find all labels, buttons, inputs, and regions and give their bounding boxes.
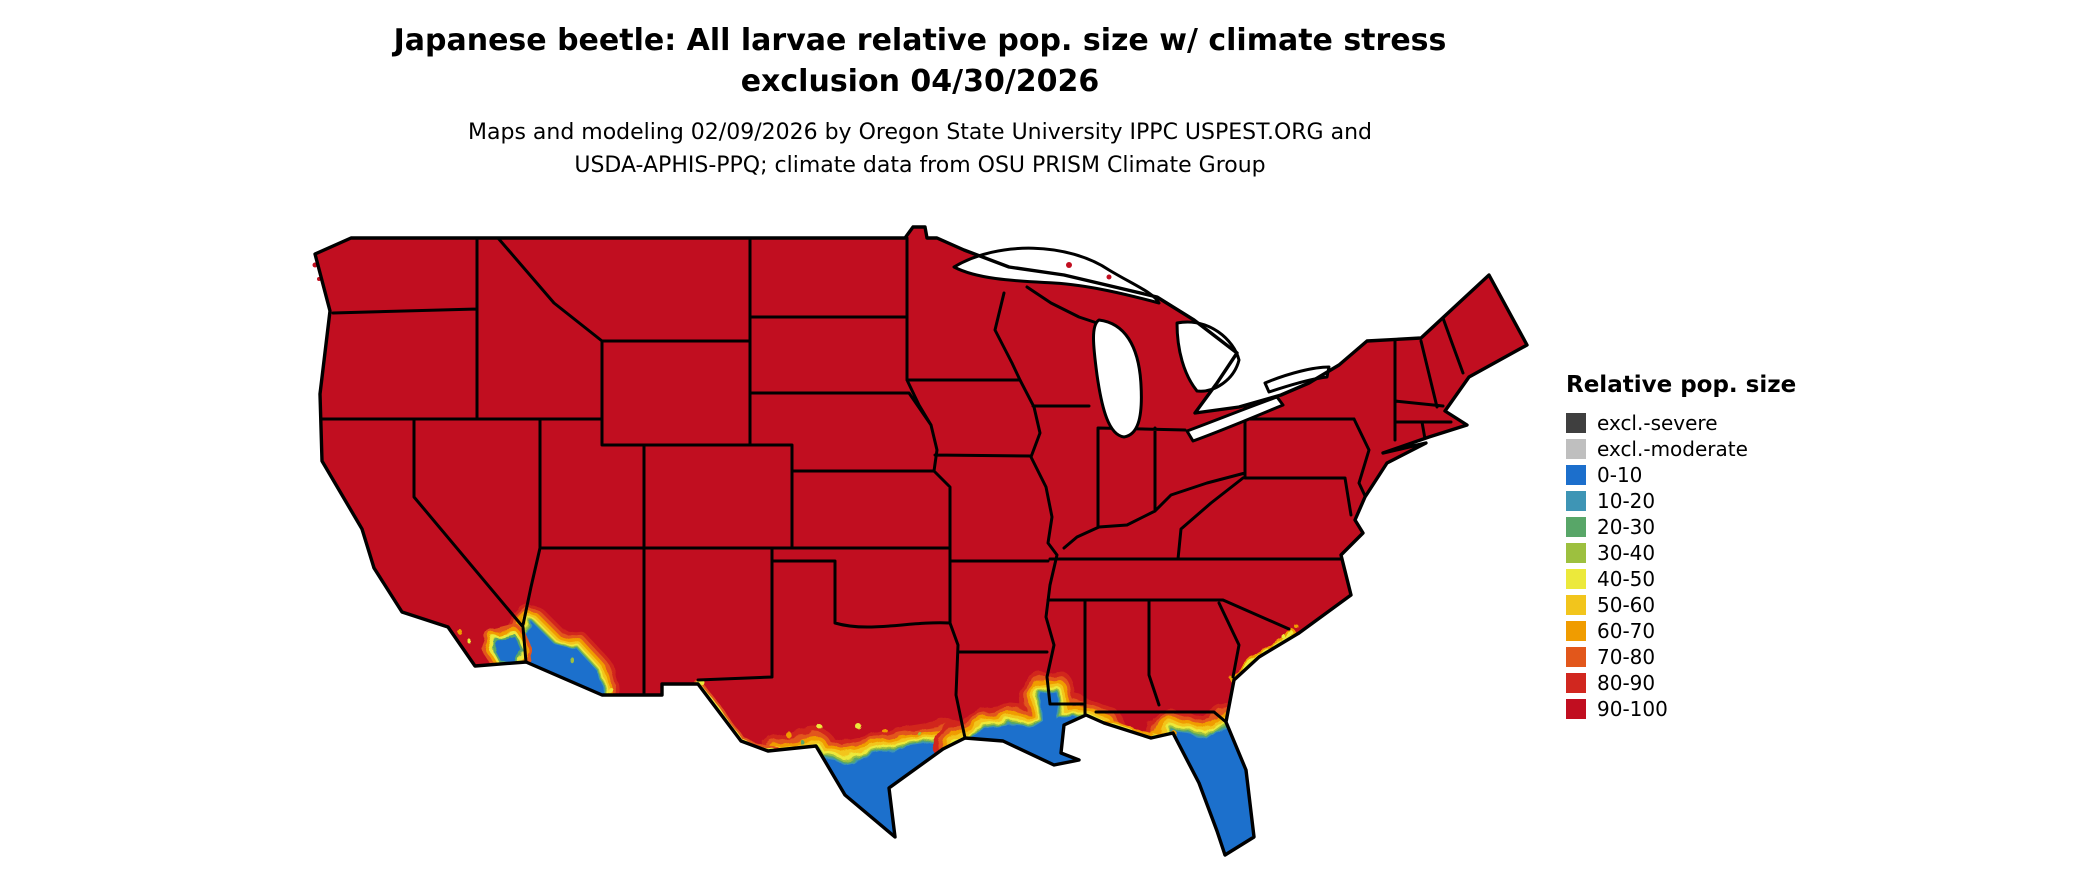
region-imperial-valley	[493, 635, 521, 665]
legend-row: 10-20	[1566, 488, 1886, 514]
legend-row: 60-70	[1566, 618, 1886, 644]
region-south-texas	[779, 738, 989, 855]
legend-label: 20-30	[1597, 515, 1656, 539]
state-borders	[318, 236, 1465, 740]
subtitle-line1: Maps and modeling 02/09/2026 by Oregon S…	[468, 120, 1372, 145]
legend-swatch	[1566, 621, 1586, 641]
legend-row: 80-90	[1566, 670, 1886, 696]
legend-swatch	[1566, 569, 1586, 589]
legend-label: excl.-severe	[1597, 411, 1718, 435]
legend-row: 30-40	[1566, 540, 1886, 566]
legend: Relative pop. size excl.-severe excl.-mo…	[1566, 372, 1886, 722]
lake-erie	[1185, 395, 1285, 443]
legend-row: 90-100	[1566, 696, 1886, 722]
legend-row: 20-30	[1566, 514, 1886, 540]
legend-row: 0-10	[1566, 462, 1886, 488]
us-map-svg	[312, 225, 1529, 857]
legend-row: 50-60	[1566, 592, 1886, 618]
legend-swatch	[1566, 595, 1586, 615]
legend-row: 70-80	[1566, 644, 1886, 670]
legend-swatch	[1566, 465, 1586, 485]
legend-label: 90-100	[1597, 697, 1668, 721]
legend-label: 10-20	[1597, 489, 1656, 513]
legend-swatch	[1566, 491, 1586, 511]
legend-label: 30-40	[1597, 541, 1656, 565]
subtitle: Maps and modeling 02/09/2026 by Oregon S…	[170, 116, 1670, 182]
us-map	[306, 222, 1532, 888]
legend-swatch	[1566, 543, 1586, 563]
legend-swatch	[1566, 673, 1586, 693]
page-title-line1: Japanese beetle: All larvae relative pop…	[393, 23, 1447, 58]
header: Japanese beetle: All larvae relative pop…	[170, 20, 1670, 182]
legend-row: excl.-severe	[1566, 410, 1886, 436]
legend-row: excl.-moderate	[1566, 436, 1886, 462]
legend-label: 50-60	[1597, 593, 1656, 617]
legend-swatch	[1566, 439, 1586, 459]
page-title-line2: exclusion 04/30/2026	[740, 64, 1100, 99]
legend-label: 60-70	[1597, 619, 1656, 643]
legend-swatch	[1566, 517, 1586, 537]
legend-label: 40-50	[1597, 567, 1656, 591]
legend-title: Relative pop. size	[1566, 372, 1797, 398]
base-90-100-fill	[315, 227, 1527, 855]
legend-label: 0-10	[1597, 463, 1643, 487]
legend-label: 70-80	[1597, 645, 1656, 669]
legend-label: excl.-moderate	[1597, 437, 1748, 461]
map-fill-layer	[315, 227, 1527, 855]
lake-michigan	[1092, 318, 1143, 439]
transition-speckles	[456, 627, 1301, 743]
legend-label: 80-90	[1597, 671, 1656, 695]
legend-swatch	[1566, 413, 1586, 433]
subtitle-line2: USDA-APHIS-PPQ; climate data from OSU PR…	[574, 153, 1266, 178]
legend-swatch	[1566, 699, 1586, 719]
legend-row: 40-50	[1566, 566, 1886, 592]
legend-swatch	[1566, 647, 1586, 667]
